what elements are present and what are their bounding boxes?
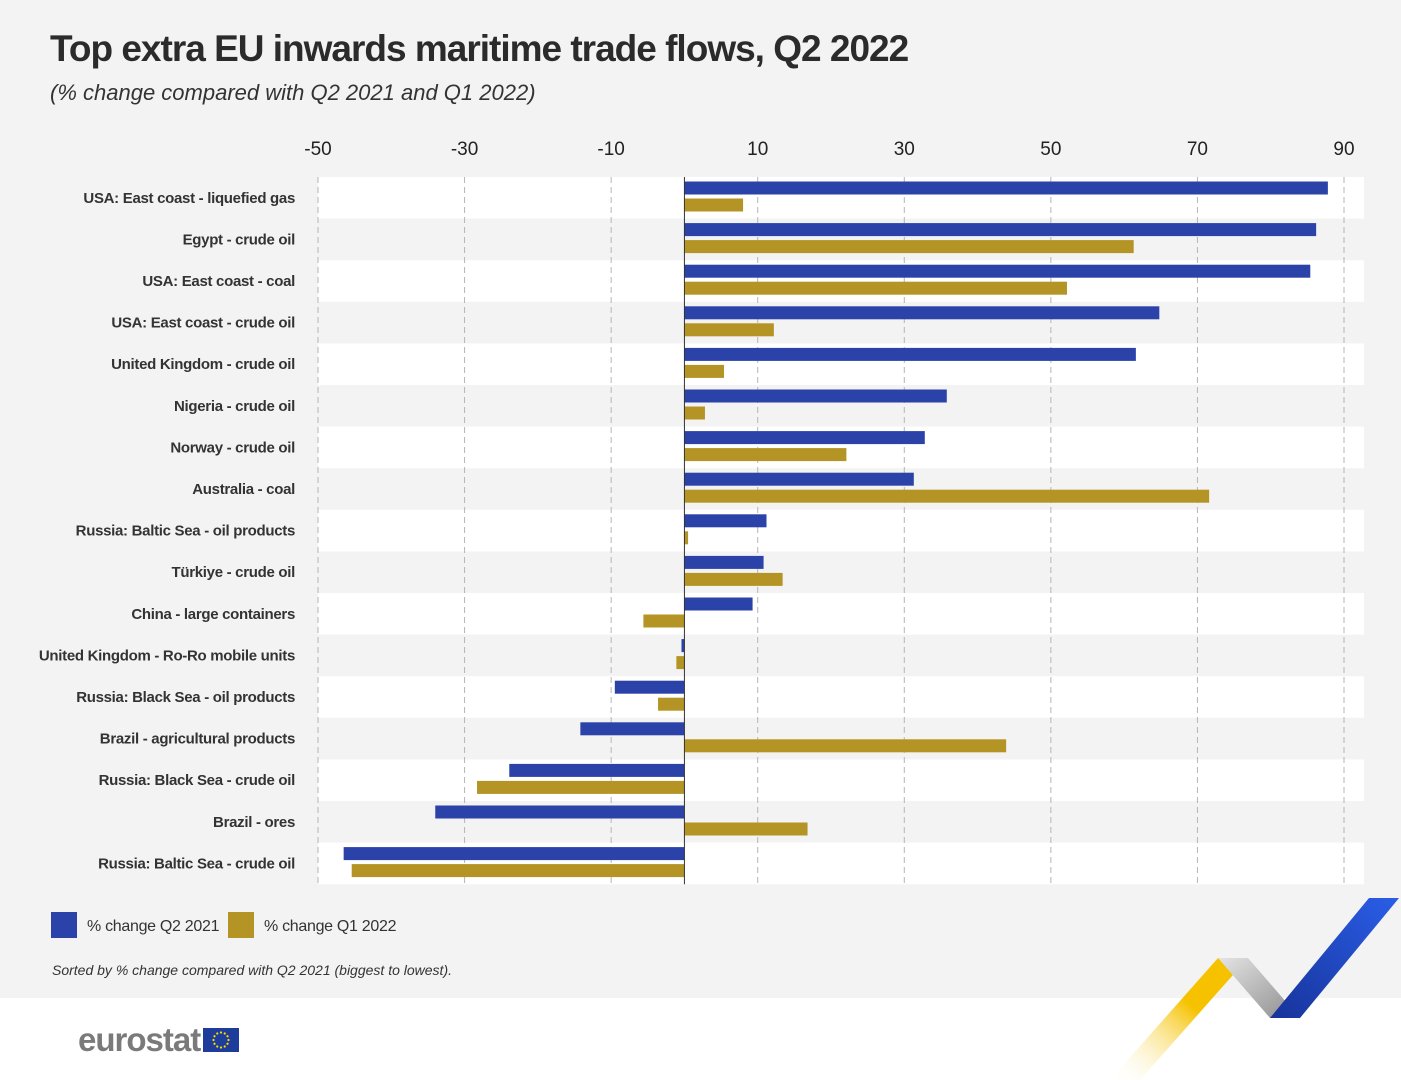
category-label: USA: East coast - coal	[142, 273, 295, 290]
category-label: United Kingdom - Ro-Ro mobile units	[39, 647, 295, 664]
bar-q1-2022	[684, 198, 744, 212]
bar-q2-2021	[614, 680, 685, 694]
bar-q2-2021	[580, 722, 685, 736]
bar-q1-2022	[676, 656, 685, 670]
sort-note: Sorted by % change compared with Q2 2021…	[52, 962, 452, 978]
x-tick-label: -10	[597, 139, 624, 160]
gridlines	[317, 177, 1345, 885]
legend: % change Q2 2021 % change Q1 2022	[51, 912, 397, 938]
bar-q2-2021	[684, 514, 767, 528]
row-band	[318, 593, 1364, 635]
bar-q2-2021	[684, 223, 1317, 237]
bar-q1-2022	[684, 406, 705, 420]
legend-label: % change Q2 2021	[87, 918, 220, 935]
legend-label: % change Q1 2022	[264, 918, 397, 935]
x-axis-ticks: -50 -30 -10 10 30 50 70 90	[304, 139, 1354, 160]
category-label: Russia: Black Sea - oil products	[76, 689, 295, 706]
row-band	[318, 509, 1364, 552]
category-label: Brazil - agricultural products	[100, 731, 295, 748]
category-label: Australia - coal	[192, 481, 295, 498]
bar-q1-2022	[684, 489, 1210, 503]
eu-flag-icon	[203, 1028, 240, 1052]
bar-q1-2022	[643, 614, 685, 628]
bar-q2-2021	[684, 555, 764, 569]
bar-q1-2022	[684, 364, 725, 378]
bar-q2-2021	[684, 472, 914, 486]
legend-swatch	[51, 912, 77, 938]
category-label: Brazil - ores	[213, 814, 295, 831]
bar-q2-2021	[684, 306, 1160, 320]
bar-q1-2022	[684, 739, 1007, 753]
x-tick-label: 70	[1187, 139, 1208, 160]
bar-q2-2021	[684, 389, 947, 403]
x-tick-label: -50	[304, 139, 331, 160]
bars	[343, 181, 1328, 878]
category-label: USA: East coast - liquefied gas	[83, 190, 295, 207]
bar-q2-2021	[435, 805, 685, 819]
bar-q1-2022	[684, 323, 774, 337]
category-label: Russia: Black Sea - crude oil	[99, 772, 296, 789]
bar-q2-2021	[684, 264, 1311, 278]
bar-q2-2021	[684, 347, 1136, 361]
x-tick-label: -30	[451, 139, 478, 160]
bar-q1-2022	[684, 822, 808, 836]
category-label: Norway - crude oil	[170, 439, 295, 456]
bar-q1-2022	[477, 780, 685, 794]
category-labels: USA: East coast - liquefied gas Egypt - c…	[39, 190, 296, 873]
bar-q2-2021	[509, 763, 685, 777]
bar-q1-2022	[684, 572, 783, 586]
category-label: China - large containers	[131, 606, 295, 623]
bar-q2-2021	[684, 597, 753, 611]
bar-q2-2021	[343, 847, 685, 861]
eurostat-logo: eurostat	[78, 1021, 240, 1058]
category-label: Russia: Baltic Sea - oil products	[76, 523, 295, 540]
bar-q1-2022	[684, 531, 689, 545]
page-subtitle: (% change compared with Q2 2021 and Q1 2…	[50, 80, 536, 105]
page-title: Top extra EU inwards maritime trade flow…	[50, 28, 909, 69]
bar-q2-2021	[684, 431, 925, 445]
bar-q1-2022	[351, 864, 685, 878]
row-band	[318, 759, 1364, 801]
bar-chart: -50 -30 -10 10 30 50 70 90 USA: East coast - li…	[39, 139, 1364, 938]
decorative-ribbon-icon	[1110, 898, 1399, 1080]
category-label: Türkiye - crude oil	[172, 564, 296, 581]
category-label: United Kingdom - crude oil	[111, 356, 295, 373]
x-tick-label: 10	[747, 139, 768, 160]
bar-q1-2022	[658, 697, 685, 711]
category-label: USA: East coast - crude oil	[111, 315, 295, 332]
bar-q1-2022	[684, 448, 847, 462]
x-tick-label: 90	[1333, 139, 1354, 160]
x-tick-label: 30	[894, 139, 915, 160]
row-band	[318, 676, 1364, 718]
logo-text: eurostat	[78, 1021, 201, 1058]
category-label: Nigeria - crude oil	[174, 398, 295, 415]
category-label: Egypt - crude oil	[183, 231, 296, 248]
legend-swatch	[228, 912, 254, 938]
x-tick-label: 50	[1040, 139, 1061, 160]
category-label: Russia: Baltic Sea - crude oil	[98, 855, 295, 872]
bar-q2-2021	[684, 181, 1328, 195]
bar-q1-2022	[684, 281, 1067, 295]
bar-q1-2022	[684, 240, 1134, 254]
bar-q2-2021	[681, 639, 685, 653]
